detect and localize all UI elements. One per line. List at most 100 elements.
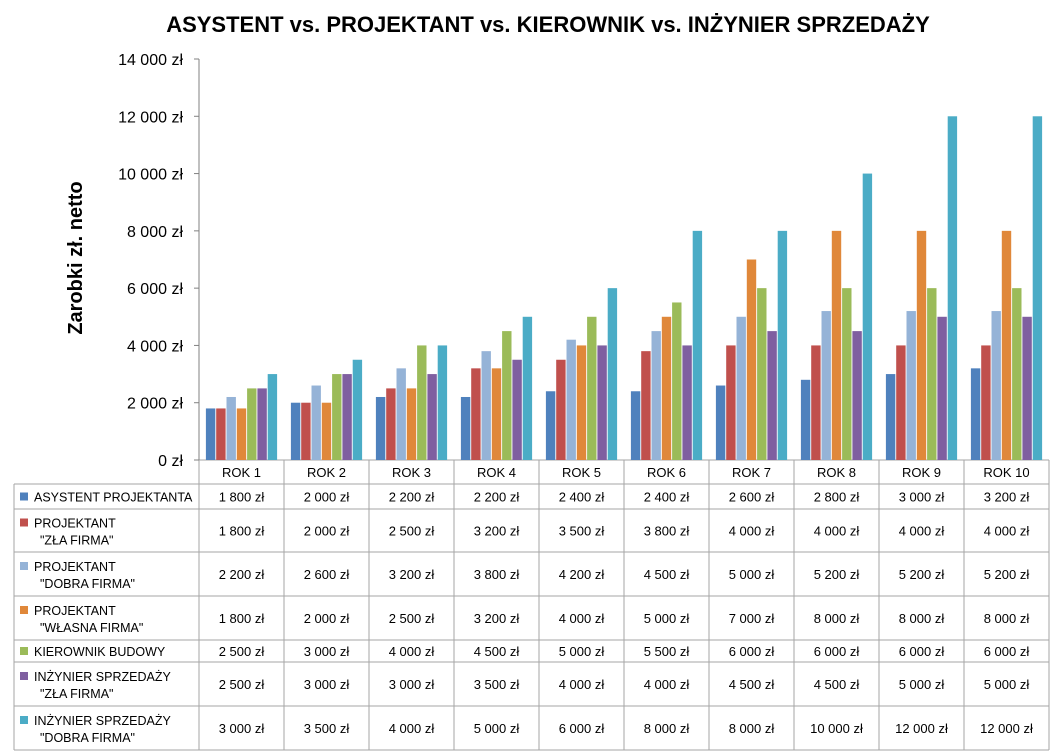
data-label: 6 000 zł [984, 644, 1030, 659]
bar [597, 345, 607, 460]
data-label: 2 500 zł [389, 611, 435, 626]
bar [556, 359, 566, 460]
data-label: 8 000 zł [814, 611, 860, 626]
bar [682, 345, 692, 460]
data-label: 2 500 zł [219, 677, 265, 692]
category-label: ROK 3 [392, 465, 431, 480]
bar [342, 374, 352, 460]
series-name: ASYSTENT PROJEKTANTA [34, 491, 193, 505]
data-label: 4 000 zł [559, 677, 605, 692]
chart-title: ASYSTENT vs. PROJEKTANT vs. KIEROWNIK vs… [166, 12, 930, 37]
bar [1012, 288, 1022, 460]
y-tick-label: 14 000 zł [118, 52, 183, 69]
y-tick-label: 10 000 zł [118, 167, 183, 184]
y-tick-label: 4 000 zł [127, 338, 183, 355]
data-label: 3 000 zł [304, 644, 350, 659]
bar [417, 345, 427, 460]
data-label: 2 400 zł [559, 490, 605, 505]
data-label: 2 600 zł [729, 490, 775, 505]
data-label: 6 000 zł [814, 644, 860, 659]
data-label: 4 500 zł [814, 677, 860, 692]
data-label: 2 000 zł [304, 490, 350, 505]
bar [916, 230, 927, 460]
legend-key [20, 716, 28, 724]
y-tick-label: 8 000 zł [127, 224, 183, 241]
data-label: 3 200 zł [474, 611, 520, 626]
bar [736, 316, 746, 460]
bar [375, 396, 386, 460]
category-label: ROK 2 [307, 465, 346, 480]
data-label: 3 000 zł [304, 677, 350, 692]
data-label: 4 000 zł [729, 524, 775, 539]
data-label: 1 800 zł [219, 611, 265, 626]
bar [821, 311, 831, 460]
bar [651, 331, 661, 460]
table-grid [13, 459, 1050, 751]
bar [522, 316, 533, 460]
bar [545, 391, 556, 460]
bar [927, 288, 937, 460]
data-label: 4 000 zł [559, 611, 605, 626]
legend-key [20, 492, 28, 501]
data-label: 8 000 zł [729, 721, 775, 736]
category-label: ROK 5 [562, 465, 601, 480]
data-label: 8 000 zł [644, 721, 690, 736]
data-label: 12 000 zł [980, 721, 1033, 736]
data-label: 6 000 zł [559, 721, 605, 736]
data-label: 4 000 zł [389, 721, 435, 736]
bar [715, 385, 726, 460]
data-label: 2 500 zł [219, 644, 265, 659]
category-label: ROK 8 [817, 465, 856, 480]
data-label: 3 200 zł [474, 524, 520, 539]
series-name: "ZŁA FIRMA" [40, 534, 113, 548]
series-name: "DOBRA FIRMA" [40, 577, 135, 591]
bar [311, 385, 321, 460]
bar [1032, 116, 1043, 461]
series-name: PROJEKTANT [34, 604, 116, 618]
bar [947, 116, 958, 461]
bar [502, 331, 512, 460]
data-label: 2 200 zł [219, 567, 265, 582]
data-label: 2 000 zł [304, 611, 350, 626]
data-label: 5 000 zł [559, 644, 605, 659]
data-label: 8 000 zł [984, 611, 1030, 626]
data-label: 4 500 zł [474, 644, 520, 659]
bar [321, 402, 332, 460]
legend-key [20, 518, 28, 527]
data-label: 2 600 zł [304, 567, 350, 582]
data-label: 5 000 zł [984, 677, 1030, 692]
bar [352, 359, 363, 460]
bar [726, 345, 736, 460]
data-label: 5 000 zł [729, 567, 775, 582]
bar [937, 316, 947, 460]
data-table: ROK 1 ROK 2 ROK 3 ROK 4 ROK 5 ROK 6 ROK 7 ROK 8… [20, 465, 1033, 745]
bar [767, 331, 777, 460]
bar [991, 311, 1001, 460]
y-axis-label: Zarobki zł. netto [65, 181, 87, 334]
data-label: 5 000 zł [474, 721, 520, 736]
bar [216, 408, 226, 460]
data-label: 2 000 zł [304, 524, 350, 539]
series-name: KIEROWNIK BUDOWY [34, 645, 166, 659]
series-name: "WŁASNA FIRMA" [40, 621, 143, 635]
data-label: 2 400 zł [644, 490, 690, 505]
bar [566, 339, 576, 460]
data-label: 2 200 zł [474, 490, 520, 505]
data-label: 4 500 zł [644, 567, 690, 582]
legend-key [20, 672, 28, 680]
data-label: 3 500 zł [559, 524, 605, 539]
axes: 0 zł 2 000 zł 4 000 zł 6 000 zł 8 000 zł 10 0… [118, 52, 200, 470]
bar [205, 408, 216, 460]
bar [267, 374, 278, 460]
bar [896, 345, 906, 460]
bar [1022, 316, 1032, 460]
bar [831, 230, 842, 460]
y-tick-label: 2 000 zł [127, 396, 183, 413]
bar [512, 359, 522, 460]
data-label: 2 800 zł [814, 490, 860, 505]
data-label: 3 200 zł [984, 490, 1030, 505]
bar [491, 368, 502, 460]
bar [386, 388, 396, 460]
data-label: 4 000 zł [644, 677, 690, 692]
bar [970, 368, 981, 460]
